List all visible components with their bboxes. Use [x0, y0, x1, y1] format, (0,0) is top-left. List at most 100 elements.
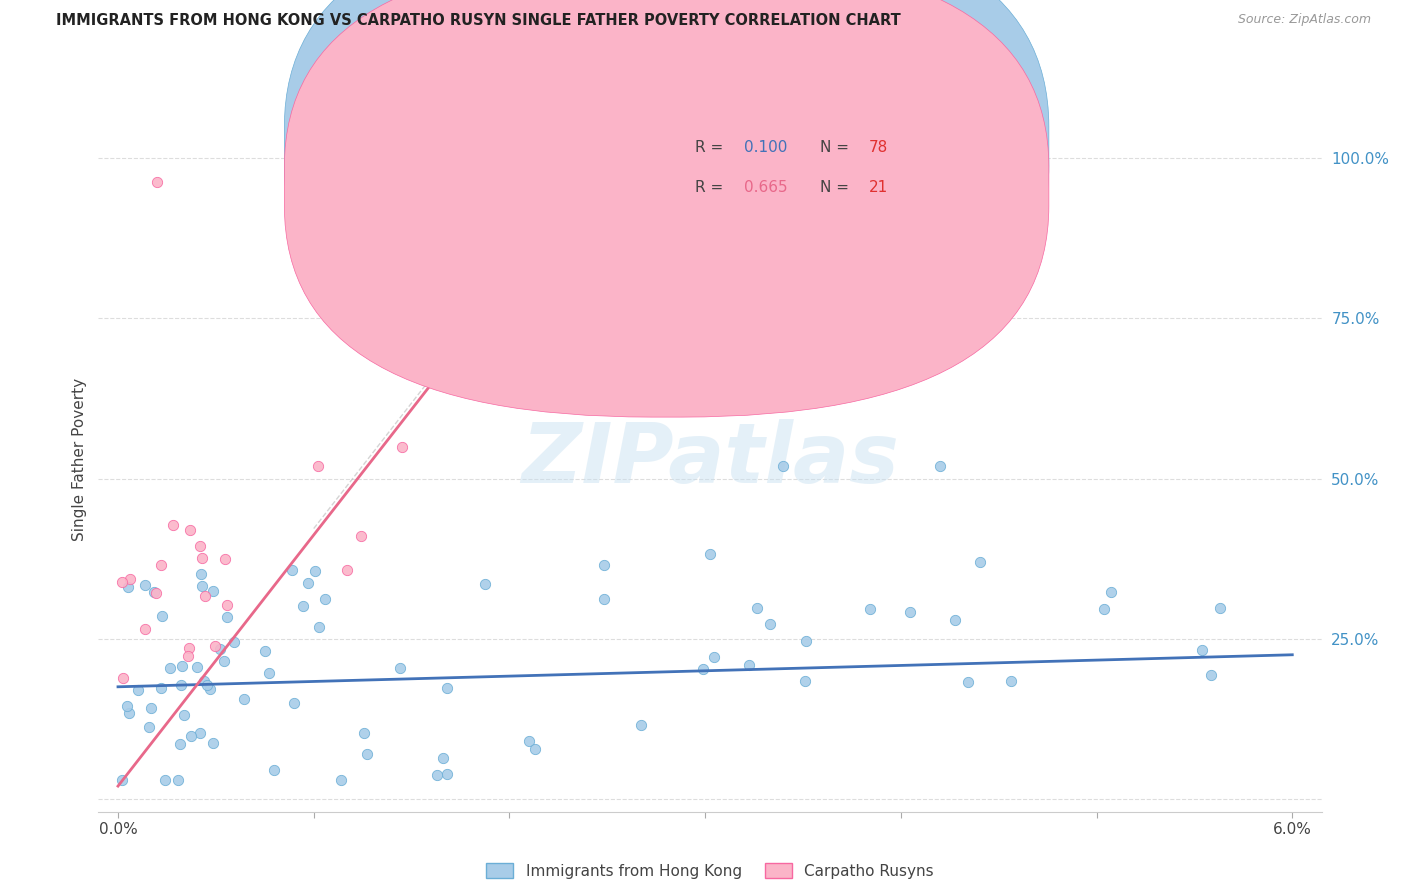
Text: R =: R =	[696, 140, 728, 154]
Point	[943, 613, 966, 627]
Point	[190, 566, 212, 581]
Point	[929, 458, 952, 473]
Point	[1191, 643, 1213, 657]
Point	[314, 592, 336, 607]
Point	[191, 579, 214, 593]
Point	[969, 555, 991, 569]
Point	[138, 720, 160, 734]
Point	[356, 747, 378, 761]
Point	[956, 675, 979, 690]
Point	[146, 175, 169, 189]
Text: N =: N =	[820, 140, 853, 154]
Point	[794, 634, 817, 648]
FancyBboxPatch shape	[624, 111, 955, 227]
Point	[224, 635, 246, 649]
Point	[263, 763, 285, 777]
Point	[142, 584, 165, 599]
Point	[111, 671, 134, 685]
Point	[188, 539, 211, 553]
Point	[391, 440, 413, 454]
Point	[193, 674, 215, 689]
Text: 0.100: 0.100	[744, 140, 787, 154]
Point	[145, 586, 167, 600]
Point	[204, 639, 226, 653]
Point	[283, 696, 305, 710]
Point	[592, 558, 614, 572]
Point	[149, 681, 172, 696]
Point	[859, 602, 882, 616]
Point	[186, 660, 208, 674]
Point	[127, 682, 149, 697]
Point	[150, 609, 173, 624]
Point	[330, 772, 353, 787]
Point	[436, 766, 458, 780]
Point	[200, 682, 222, 697]
Point	[353, 726, 375, 740]
Point	[1209, 601, 1232, 615]
Point	[153, 772, 176, 787]
Point	[166, 772, 188, 787]
Point	[201, 736, 224, 750]
Point	[190, 550, 212, 565]
Point	[747, 601, 769, 615]
Point	[134, 622, 156, 636]
FancyBboxPatch shape	[284, 0, 1049, 417]
Point	[426, 768, 449, 782]
Point	[118, 706, 141, 720]
Point	[111, 772, 134, 787]
Point	[350, 529, 373, 543]
Point	[180, 729, 202, 743]
Point	[177, 641, 200, 656]
Point	[297, 576, 319, 591]
Point	[517, 734, 540, 748]
Text: 78: 78	[869, 140, 889, 154]
Point	[214, 551, 236, 566]
Point	[150, 558, 173, 573]
Point	[139, 700, 162, 714]
Point	[474, 577, 496, 591]
Point	[117, 581, 139, 595]
Y-axis label: Single Father Poverty: Single Father Poverty	[72, 378, 87, 541]
Point	[217, 599, 239, 613]
Point	[523, 742, 546, 756]
Point	[232, 692, 254, 706]
Point	[259, 666, 281, 681]
Point	[169, 737, 191, 751]
Point	[208, 641, 231, 656]
Point	[159, 661, 181, 675]
Text: ZIPatlas: ZIPatlas	[522, 419, 898, 500]
Point	[630, 717, 652, 731]
Point	[120, 572, 142, 586]
Text: IMMIGRANTS FROM HONG KONG VS CARPATHO RUSYN SINGLE FATHER POVERTY CORRELATION CH: IMMIGRANTS FROM HONG KONG VS CARPATHO RU…	[56, 13, 901, 29]
Point	[170, 677, 193, 691]
Point	[190, 726, 212, 740]
Point	[170, 659, 193, 673]
Point	[117, 698, 139, 713]
Point	[772, 458, 794, 473]
Point	[794, 674, 817, 689]
Point	[898, 605, 921, 619]
Point	[307, 458, 329, 473]
Point	[436, 681, 458, 695]
Legend: Immigrants from Hong Kong, Carpatho Rusyns: Immigrants from Hong Kong, Carpatho Rusy…	[479, 857, 941, 885]
Point	[389, 661, 412, 675]
Point	[177, 648, 200, 663]
Point	[212, 655, 235, 669]
Point	[1201, 668, 1223, 682]
Point	[592, 591, 614, 606]
Point	[173, 707, 195, 722]
Point	[134, 578, 156, 592]
Point	[195, 678, 218, 692]
Text: 21: 21	[869, 180, 889, 194]
Point	[1092, 602, 1115, 616]
Point	[179, 523, 201, 537]
Point	[737, 657, 759, 672]
Point	[336, 563, 359, 577]
Point	[215, 610, 238, 624]
Text: N =: N =	[820, 180, 853, 194]
Point	[432, 751, 454, 765]
Point	[194, 589, 217, 603]
Point	[281, 564, 304, 578]
Point	[202, 584, 225, 599]
Point	[692, 662, 714, 676]
